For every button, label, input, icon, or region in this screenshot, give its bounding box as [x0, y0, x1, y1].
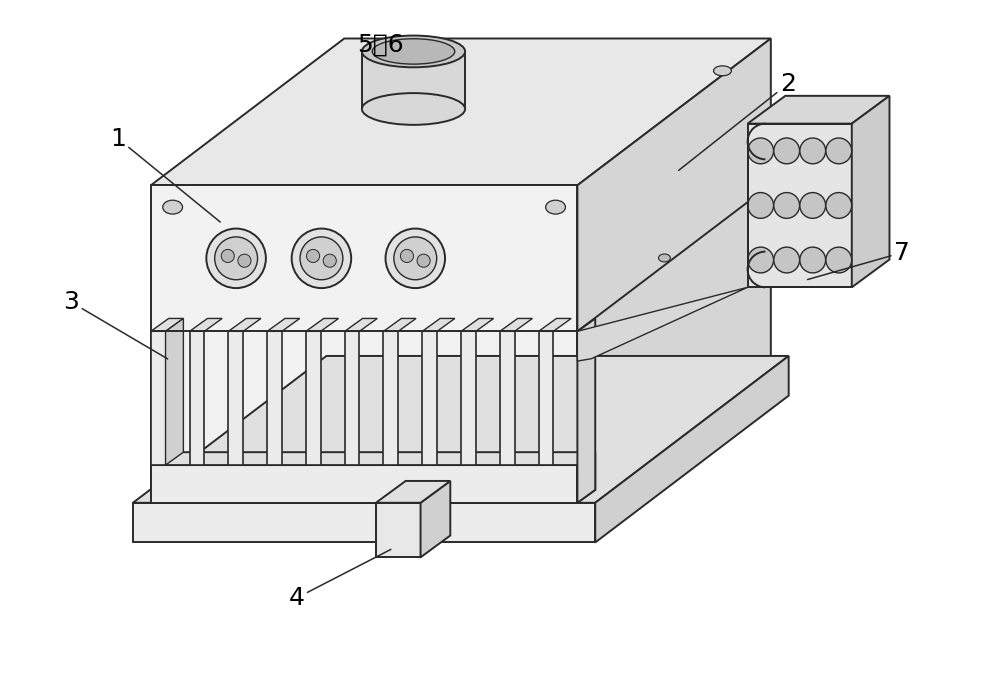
Polygon shape [577, 319, 595, 503]
Polygon shape [852, 96, 889, 287]
Polygon shape [151, 452, 595, 465]
Polygon shape [345, 331, 359, 465]
Polygon shape [421, 481, 450, 557]
Ellipse shape [206, 229, 266, 288]
Polygon shape [539, 331, 553, 465]
Ellipse shape [400, 250, 413, 263]
Text: 1: 1 [110, 127, 220, 222]
Polygon shape [228, 331, 243, 465]
Polygon shape [151, 185, 577, 503]
Ellipse shape [386, 229, 445, 288]
Polygon shape [151, 319, 183, 331]
Ellipse shape [658, 254, 670, 262]
Polygon shape [539, 319, 571, 331]
Polygon shape [383, 319, 416, 331]
Ellipse shape [714, 66, 731, 75]
Polygon shape [267, 319, 300, 331]
Polygon shape [577, 287, 748, 361]
Text: 2: 2 [679, 72, 796, 171]
Ellipse shape [774, 138, 800, 164]
Ellipse shape [748, 247, 774, 273]
Polygon shape [748, 96, 889, 124]
Text: 3: 3 [63, 290, 168, 359]
Ellipse shape [394, 237, 437, 280]
Polygon shape [376, 481, 450, 503]
Polygon shape [133, 503, 595, 542]
Text: 7: 7 [808, 240, 910, 280]
Ellipse shape [748, 192, 774, 218]
Ellipse shape [826, 247, 852, 273]
Ellipse shape [292, 229, 351, 288]
Polygon shape [345, 319, 377, 331]
Ellipse shape [307, 250, 320, 263]
Ellipse shape [800, 192, 826, 218]
Text: 5、6: 5、6 [358, 32, 404, 57]
Polygon shape [190, 331, 204, 465]
Polygon shape [595, 356, 789, 542]
Polygon shape [306, 331, 321, 465]
Ellipse shape [748, 138, 774, 164]
Polygon shape [151, 331, 166, 465]
Polygon shape [133, 356, 789, 503]
Polygon shape [151, 38, 771, 185]
Ellipse shape [215, 237, 258, 280]
Polygon shape [228, 319, 261, 331]
Ellipse shape [774, 192, 800, 218]
Polygon shape [190, 319, 222, 331]
Polygon shape [151, 465, 577, 503]
Ellipse shape [362, 93, 465, 125]
Ellipse shape [826, 138, 852, 164]
Ellipse shape [323, 254, 336, 267]
Polygon shape [461, 319, 494, 331]
Polygon shape [376, 503, 421, 557]
Ellipse shape [826, 192, 852, 218]
Ellipse shape [372, 38, 455, 64]
Polygon shape [577, 38, 771, 503]
Polygon shape [166, 319, 183, 465]
Ellipse shape [238, 254, 251, 267]
Polygon shape [422, 331, 437, 465]
Ellipse shape [800, 247, 826, 273]
Ellipse shape [300, 237, 343, 280]
Ellipse shape [774, 247, 800, 273]
Polygon shape [383, 331, 398, 465]
Polygon shape [267, 331, 282, 465]
Polygon shape [748, 124, 852, 287]
Polygon shape [306, 319, 339, 331]
Polygon shape [500, 331, 515, 465]
Ellipse shape [221, 250, 234, 263]
Ellipse shape [546, 200, 565, 214]
Polygon shape [577, 452, 595, 503]
Polygon shape [500, 319, 532, 331]
Ellipse shape [362, 36, 465, 67]
Ellipse shape [163, 200, 183, 214]
Polygon shape [362, 52, 465, 109]
Ellipse shape [417, 254, 430, 267]
Text: 4: 4 [289, 549, 391, 610]
Polygon shape [422, 319, 455, 331]
Polygon shape [461, 331, 476, 465]
Ellipse shape [800, 138, 826, 164]
